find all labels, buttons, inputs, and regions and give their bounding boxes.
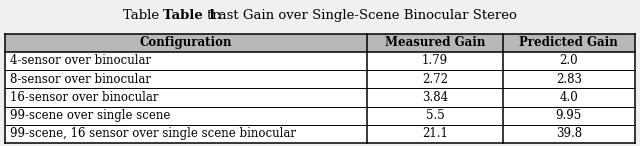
Text: Table 1:: Table 1:: [163, 9, 222, 22]
Text: 2.0: 2.0: [559, 54, 578, 67]
Text: 8-sensor over binocular: 8-sensor over binocular: [10, 73, 151, 86]
Text: 39.8: 39.8: [556, 127, 582, 140]
Text: Predicted Gain: Predicted Gain: [520, 36, 618, 49]
Text: 99-scene, 16 sensor over single scene binocular: 99-scene, 16 sensor over single scene bi…: [10, 127, 296, 140]
Bar: [5, 34, 635, 52]
Bar: [5, 88, 635, 107]
Text: 1.79: 1.79: [422, 54, 448, 67]
Bar: [5, 107, 635, 125]
Text: 2.83: 2.83: [556, 73, 582, 86]
Text: 4-sensor over binocular: 4-sensor over binocular: [10, 54, 152, 67]
Text: Configuration: Configuration: [140, 36, 232, 49]
Text: 16-sensor over binocular: 16-sensor over binocular: [10, 91, 159, 104]
Bar: [5, 52, 635, 70]
Text: 4.0: 4.0: [559, 91, 578, 104]
Text: 3.84: 3.84: [422, 91, 448, 104]
Text: 5.5: 5.5: [426, 109, 444, 122]
Bar: [5, 70, 635, 88]
Text: Measured Gain: Measured Gain: [385, 36, 485, 49]
Text: 2.72: 2.72: [422, 73, 448, 86]
Text: Table 1: Contrast Gain over Single-Scene Binocular Stereo: Table 1: Contrast Gain over Single-Scene…: [123, 9, 517, 22]
Bar: [162, 5, 209, 26]
Bar: [5, 125, 635, 143]
Text: 99-scene over single scene: 99-scene over single scene: [10, 109, 171, 122]
Text: 9.95: 9.95: [556, 109, 582, 122]
Text: 21.1: 21.1: [422, 127, 448, 140]
